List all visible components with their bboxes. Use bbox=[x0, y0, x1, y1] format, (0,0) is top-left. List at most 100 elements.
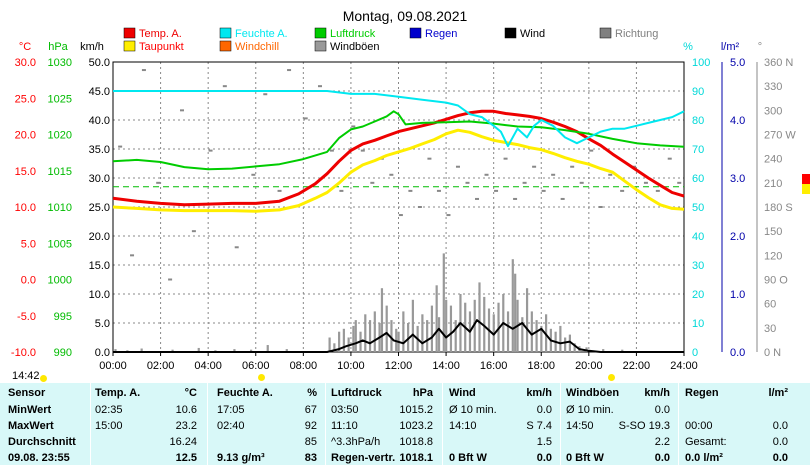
y-tick-label: 45.0 bbox=[89, 86, 110, 98]
direction-dot bbox=[436, 189, 441, 192]
direction-dot bbox=[513, 197, 518, 200]
y-tick-label: 1005 bbox=[48, 238, 72, 250]
direction-dot bbox=[303, 117, 308, 120]
y-tick-label: 40.0 bbox=[89, 115, 110, 127]
legend-swatch bbox=[599, 27, 612, 39]
stats-column-separator bbox=[90, 383, 91, 465]
x-tick-label: 24:00 bbox=[670, 360, 698, 372]
gust-bar bbox=[514, 273, 517, 352]
y-tick-label: 30 bbox=[692, 260, 704, 272]
x-tick-label: 20:00 bbox=[575, 360, 603, 372]
stats-cell: 9.13 g/m³ bbox=[217, 452, 265, 464]
y-tick-label: 80 bbox=[692, 115, 704, 127]
stats-cell: 02:35 bbox=[95, 404, 123, 416]
direction-dot bbox=[620, 189, 625, 192]
chart-title: Montag, 09.08.2021 bbox=[343, 8, 468, 24]
stats-cell: 0.0 bbox=[536, 404, 552, 416]
x-tick-label: 04:00 bbox=[194, 360, 222, 372]
y-tick-label: 10.0 bbox=[15, 202, 36, 214]
direction-dot bbox=[398, 214, 403, 217]
direction-dot bbox=[287, 69, 292, 72]
gust-bar bbox=[430, 305, 434, 352]
y-tick-label: 150 bbox=[764, 226, 782, 238]
direction-dot bbox=[263, 93, 268, 96]
y-tick-label: 2.0 bbox=[730, 231, 745, 243]
y-tick-label: 60 bbox=[764, 299, 776, 311]
wind-direction-dots bbox=[118, 69, 682, 281]
stats-cell: 0.0 bbox=[654, 404, 670, 416]
gust-bar bbox=[368, 320, 372, 352]
stats-column-separator bbox=[678, 383, 679, 465]
axis-unit-label: hPa bbox=[48, 41, 68, 53]
y-tick-label: 0.0 bbox=[95, 347, 110, 359]
stats-cell: 1018.8 bbox=[399, 436, 433, 448]
y-tick-label: 5.0 bbox=[21, 238, 36, 250]
stats-cell: S 7.4 bbox=[526, 420, 552, 432]
legend-label: Taupunkt bbox=[139, 41, 184, 53]
legend-swatch bbox=[314, 40, 327, 52]
direction-dot bbox=[191, 230, 196, 233]
stats-cell: 14:50 bbox=[566, 420, 594, 432]
stats-cell: 09.08. 23:55 bbox=[8, 452, 70, 464]
stats-cell: MinWert bbox=[8, 404, 52, 416]
gust-bar bbox=[621, 349, 624, 352]
direction-dot bbox=[579, 181, 584, 184]
gust-bar bbox=[454, 320, 457, 352]
legend-swatch bbox=[219, 40, 232, 52]
direction-dot bbox=[551, 173, 556, 176]
direction-dot bbox=[277, 189, 282, 192]
direction-dot bbox=[251, 173, 256, 176]
stats-cell: 02:40 bbox=[217, 420, 245, 432]
y-tick-label: 50.0 bbox=[89, 57, 110, 69]
stats-header-cell: km/h bbox=[526, 387, 552, 399]
stats-header-cell: Regen bbox=[685, 387, 719, 399]
series-temp-a- bbox=[112, 109, 685, 207]
direction-dot bbox=[608, 173, 613, 176]
gust-bar bbox=[473, 299, 476, 352]
y-tick-label: 25.0 bbox=[89, 202, 110, 214]
y-tick-label: -10.0 bbox=[11, 347, 36, 359]
gust-bar bbox=[511, 259, 514, 352]
stats-cell: 16.24 bbox=[169, 436, 197, 448]
legend-label: Luftdruck bbox=[330, 28, 376, 40]
statistics-table: Sensor Temp. A. °C Feuchte A.% Luftdruck hPa W… bbox=[0, 383, 810, 465]
x-tick-label: 14:00 bbox=[432, 360, 460, 372]
gust-bar bbox=[449, 305, 453, 352]
axis-unit-label: l/m² bbox=[721, 41, 740, 53]
y-tick-label: 995 bbox=[54, 311, 72, 323]
gust-bar bbox=[197, 347, 200, 352]
chart-legend: Temp. A. Feuchte A. Luftdruck Regen Wind Rich… bbox=[123, 27, 658, 53]
axis-unit-label: ° bbox=[758, 41, 762, 53]
direction-dot bbox=[351, 125, 356, 128]
axis-unit-label: km/h bbox=[80, 41, 104, 53]
stats-header-cell: °C bbox=[184, 387, 197, 399]
y-tick-label: 0.0 bbox=[21, 275, 36, 287]
y-tick-label: 0 N bbox=[764, 347, 781, 359]
x-tick-label: 18:00 bbox=[527, 360, 555, 372]
y-tick-label: 1000 bbox=[48, 275, 72, 287]
legend-swatch bbox=[219, 27, 232, 39]
direction-dot bbox=[484, 173, 489, 176]
gust-bar bbox=[435, 285, 438, 352]
stats-header-row: Sensor Temp. A. °C Feuchte A.% Luftdruck hPa W… bbox=[0, 387, 810, 402]
gust-bar bbox=[426, 320, 429, 352]
stats-column-separator bbox=[560, 383, 561, 465]
y-tick-label: 180 S bbox=[764, 202, 793, 214]
gust-bar bbox=[483, 296, 486, 352]
stats-cell: 14:10 bbox=[449, 420, 477, 432]
y-tick-label: 330 bbox=[764, 81, 782, 93]
stats-header-cell: Wind bbox=[449, 387, 476, 399]
legend-swatch bbox=[504, 27, 517, 39]
direction-dot bbox=[417, 206, 422, 208]
y-tick-label: 30 bbox=[764, 323, 776, 335]
stats-row: MaxWert 15:00 23.2 02:40 92 11:10 1023.2 14:10 S… bbox=[0, 420, 810, 435]
stats-cell: 0.0 bbox=[772, 436, 788, 448]
y-tick-label: 35.0 bbox=[89, 144, 110, 156]
x-tick-label: 12:00 bbox=[385, 360, 413, 372]
y-tick-label: 90 bbox=[692, 86, 704, 98]
sunrise-marker bbox=[258, 374, 266, 381]
stats-cell: 03:50 bbox=[331, 404, 359, 416]
y-tick-label: 1025 bbox=[48, 93, 72, 105]
stats-cell: 17:05 bbox=[217, 404, 245, 416]
gust-bar bbox=[445, 299, 448, 352]
